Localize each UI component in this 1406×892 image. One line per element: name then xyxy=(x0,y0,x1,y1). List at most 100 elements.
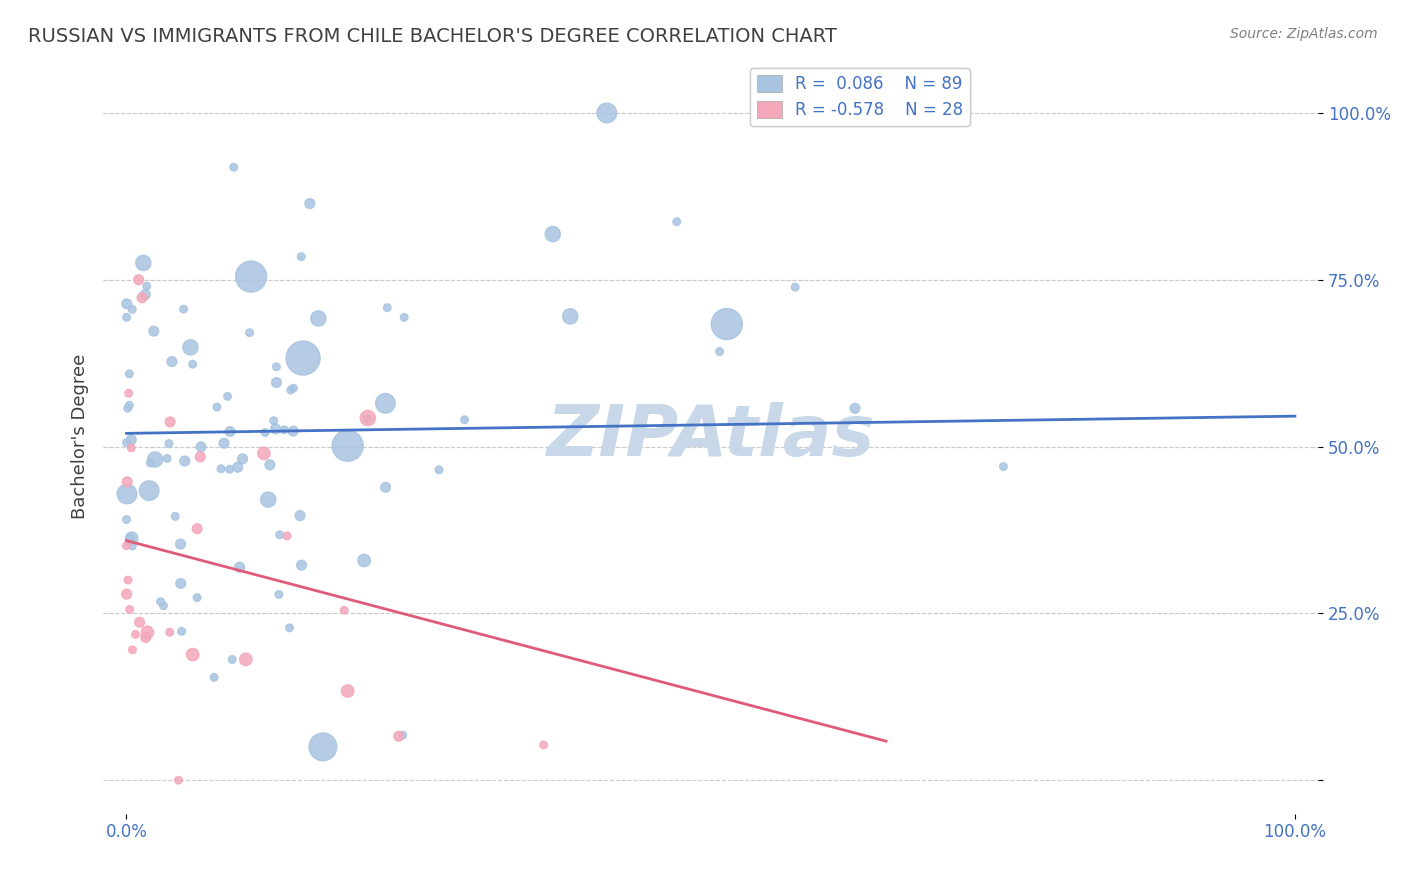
Point xyxy=(276,529,298,543)
Point xyxy=(336,684,359,698)
Text: Source: ZipAtlas.com: Source: ZipAtlas.com xyxy=(1230,27,1378,41)
Point xyxy=(541,227,564,241)
Point xyxy=(120,433,142,447)
Point xyxy=(266,376,288,390)
Point xyxy=(298,196,321,211)
Point xyxy=(209,462,232,476)
Point xyxy=(353,553,375,567)
Point xyxy=(278,621,301,635)
Point xyxy=(263,414,285,428)
Point xyxy=(253,446,276,460)
Point xyxy=(665,215,688,229)
Point xyxy=(170,624,193,639)
Point xyxy=(181,648,204,662)
Point xyxy=(131,291,153,305)
Point xyxy=(283,381,305,395)
Point xyxy=(120,531,142,545)
Point xyxy=(388,729,411,743)
Point xyxy=(269,527,291,541)
Point xyxy=(392,310,415,325)
Point xyxy=(288,508,311,523)
Point xyxy=(128,273,150,287)
Point xyxy=(374,396,396,410)
Point xyxy=(117,401,139,416)
Point xyxy=(118,398,141,412)
Point xyxy=(159,625,181,640)
Point xyxy=(149,595,172,609)
Point xyxy=(239,326,262,340)
Point xyxy=(709,344,731,359)
Point xyxy=(356,411,378,425)
Point xyxy=(212,436,235,450)
Point xyxy=(221,652,243,666)
Point xyxy=(333,603,356,617)
Point xyxy=(121,531,143,545)
Point xyxy=(205,400,228,414)
Point xyxy=(312,739,335,754)
Point xyxy=(427,463,450,477)
Point xyxy=(173,454,195,468)
Point xyxy=(134,287,156,301)
Point xyxy=(169,537,191,551)
Point xyxy=(188,450,211,464)
Point xyxy=(785,280,807,294)
Point xyxy=(560,310,582,324)
Text: RUSSIAN VS IMMIGRANTS FROM CHILE BACHELOR'S DEGREE CORRELATION CHART: RUSSIAN VS IMMIGRANTS FROM CHILE BACHELO… xyxy=(28,27,837,45)
Point xyxy=(844,401,866,416)
Point xyxy=(533,738,555,752)
Point xyxy=(120,441,142,455)
Point xyxy=(266,359,288,374)
Point xyxy=(290,558,312,573)
Point xyxy=(135,631,157,645)
Point xyxy=(152,599,174,613)
Point xyxy=(115,475,138,489)
Point xyxy=(118,602,141,616)
Point xyxy=(391,728,413,742)
Point xyxy=(218,462,240,476)
Point xyxy=(453,413,475,427)
Point xyxy=(135,279,157,293)
Point xyxy=(160,354,183,368)
Point xyxy=(222,160,245,174)
Point xyxy=(374,480,396,494)
Point xyxy=(186,591,208,605)
Point xyxy=(181,357,204,371)
Point xyxy=(138,483,160,498)
Point xyxy=(115,487,138,501)
Point xyxy=(121,302,143,317)
Point xyxy=(264,422,287,436)
Point xyxy=(273,423,295,437)
Point xyxy=(159,415,181,429)
Point xyxy=(156,451,179,466)
Point xyxy=(202,670,225,684)
Point xyxy=(217,389,239,403)
Point xyxy=(167,773,190,788)
Point xyxy=(257,492,280,507)
Point xyxy=(117,386,139,401)
Point xyxy=(115,587,138,601)
Point xyxy=(375,301,398,315)
Point xyxy=(115,512,138,526)
Point xyxy=(186,522,208,536)
Point xyxy=(231,451,253,466)
Point xyxy=(115,435,138,450)
Point xyxy=(136,625,159,640)
Point xyxy=(115,297,138,311)
Point xyxy=(142,324,165,338)
Point xyxy=(716,317,738,331)
Point xyxy=(292,351,315,365)
Point xyxy=(336,439,359,453)
Point xyxy=(219,425,242,439)
Point xyxy=(115,539,138,553)
Point xyxy=(240,269,263,284)
Text: ZIPAtlas: ZIPAtlas xyxy=(547,402,875,471)
Point xyxy=(117,573,139,587)
Y-axis label: Bachelor's Degree: Bachelor's Degree xyxy=(72,354,89,519)
Point xyxy=(118,367,141,381)
Point xyxy=(281,424,304,438)
Point xyxy=(596,106,619,120)
Point xyxy=(173,302,195,317)
Point xyxy=(235,652,257,666)
Point xyxy=(179,340,201,354)
Point xyxy=(228,560,250,574)
